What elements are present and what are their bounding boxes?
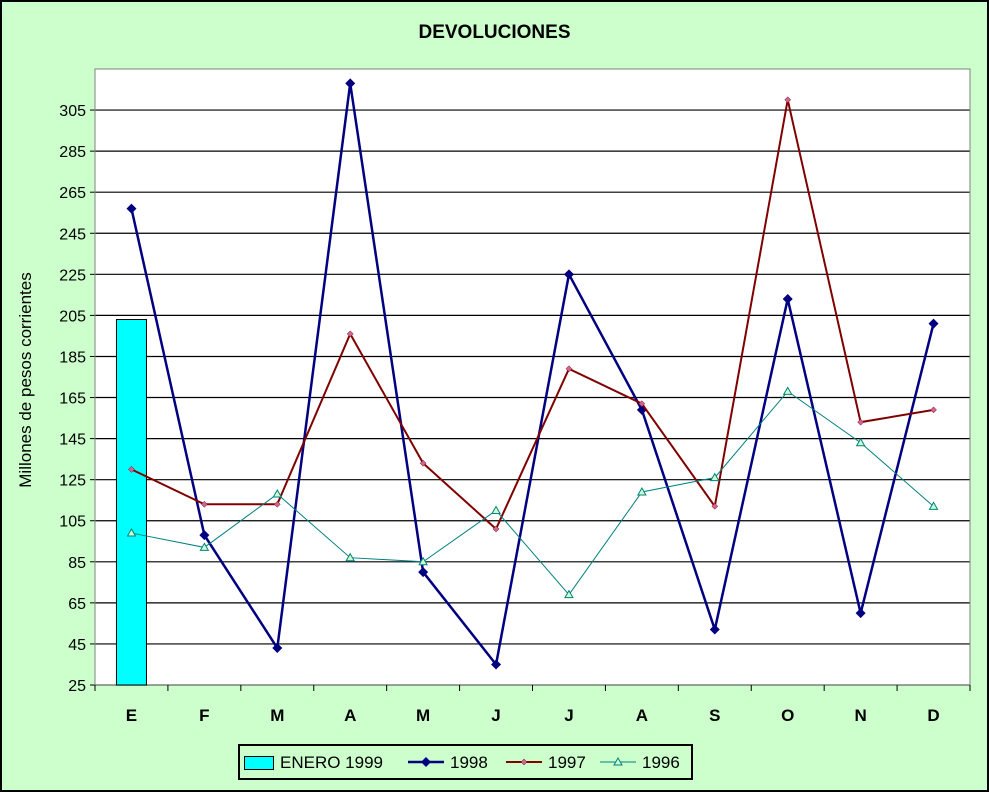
x-tick-label: D [927,706,939,725]
y-tick-label: 205 [59,308,86,325]
plot-background [95,69,970,685]
x-tick-label: F [199,706,209,725]
y-tick-label: 145 [59,432,86,449]
data-point-1997 [419,459,427,467]
data-point-1997 [273,500,281,508]
legend-swatch-line-1998 [408,757,444,767]
y-tick-label: 305 [59,103,86,120]
data-point-1996 [345,552,356,562]
x-tick-label: N [854,706,866,725]
data-point-1997 [857,418,864,426]
legend-item-1997: 1997 [504,746,604,778]
data-point-1997 [128,466,135,473]
data-point-1998 [709,624,720,635]
data-point-1996 [418,556,428,566]
data-point-1998 [418,567,429,578]
data-point-1996 [782,386,793,395]
data-point-1997 [346,330,354,338]
x-tick-label: J [564,706,573,725]
data-point-1996 [709,472,720,482]
series-line-1996 [131,390,934,596]
bar-enero-1999 [115,319,147,686]
data-point-1996 [928,501,939,510]
y-tick-label: 185 [59,349,86,366]
x-tick-label: M [416,706,430,725]
x-tick-label: A [344,706,356,725]
y-tick-label: 25 [68,678,86,695]
data-point-1998 [563,269,574,280]
y-tick-label: 125 [59,473,86,490]
legend-swatch-line-1996 [600,756,636,766]
chart-legend: ENERO 1999 1998 1997 1996 [238,744,693,780]
x-tick-label: O [781,706,794,725]
y-tick-label: 245 [59,226,86,243]
y-tick-label: 85 [68,555,86,572]
x-tick-label: A [636,706,648,725]
data-point-1998 [782,293,793,304]
data-point-1996 [855,437,866,447]
x-tick-label: M [270,706,284,725]
data-point-1998 [491,659,502,670]
data-point-1997 [711,503,719,510]
data-point-1997 [930,406,937,414]
y-tick-label: 285 [59,144,86,161]
x-tick-label: S [709,706,720,725]
data-point-1997 [201,500,208,508]
data-point-1996 [272,489,283,498]
x-tick-label: J [491,706,500,725]
y-tick-label: 225 [59,267,86,284]
y-tick-label: 165 [59,391,86,408]
data-point-1998 [272,643,283,654]
y-tick-label: 265 [59,185,86,202]
y-tick-label: 105 [59,514,86,531]
legend-swatch-line-1997 [506,758,542,766]
data-point-1996 [491,505,501,514]
legend-item-enero-1999: ENERO 1999 [240,746,410,778]
legend-label: 1997 [548,753,586,772]
data-point-1997 [784,96,792,104]
data-point-1996 [564,589,574,599]
data-point-1996 [126,528,137,537]
legend-label: 1996 [642,753,680,772]
data-point-1996 [199,542,210,551]
data-point-1997 [638,400,646,408]
data-point-1998 [855,608,866,619]
data-point-1997 [565,365,573,373]
y-axis-label: Millones de pesos corrientes [16,272,35,488]
data-point-1998 [345,78,356,89]
legend-item-1998: 1998 [406,746,506,778]
legend-label: 1998 [450,753,488,772]
legend-item-1996: 1996 [598,746,693,778]
data-point-1996 [637,486,647,496]
legend-swatch-bar [244,756,274,770]
legend-label: ENERO 1999 [280,753,383,772]
data-point-1997 [492,525,500,533]
series-line-1998 [130,83,935,668]
data-point-1998 [199,530,210,541]
chart-title: DEVOLUCIONES [418,22,571,43]
y-tick-label: 65 [68,596,86,613]
y-tick-label: 45 [68,637,86,654]
x-tick-label: E [126,706,137,725]
series-line-1997 [131,99,934,531]
data-point-1998 [928,318,939,329]
